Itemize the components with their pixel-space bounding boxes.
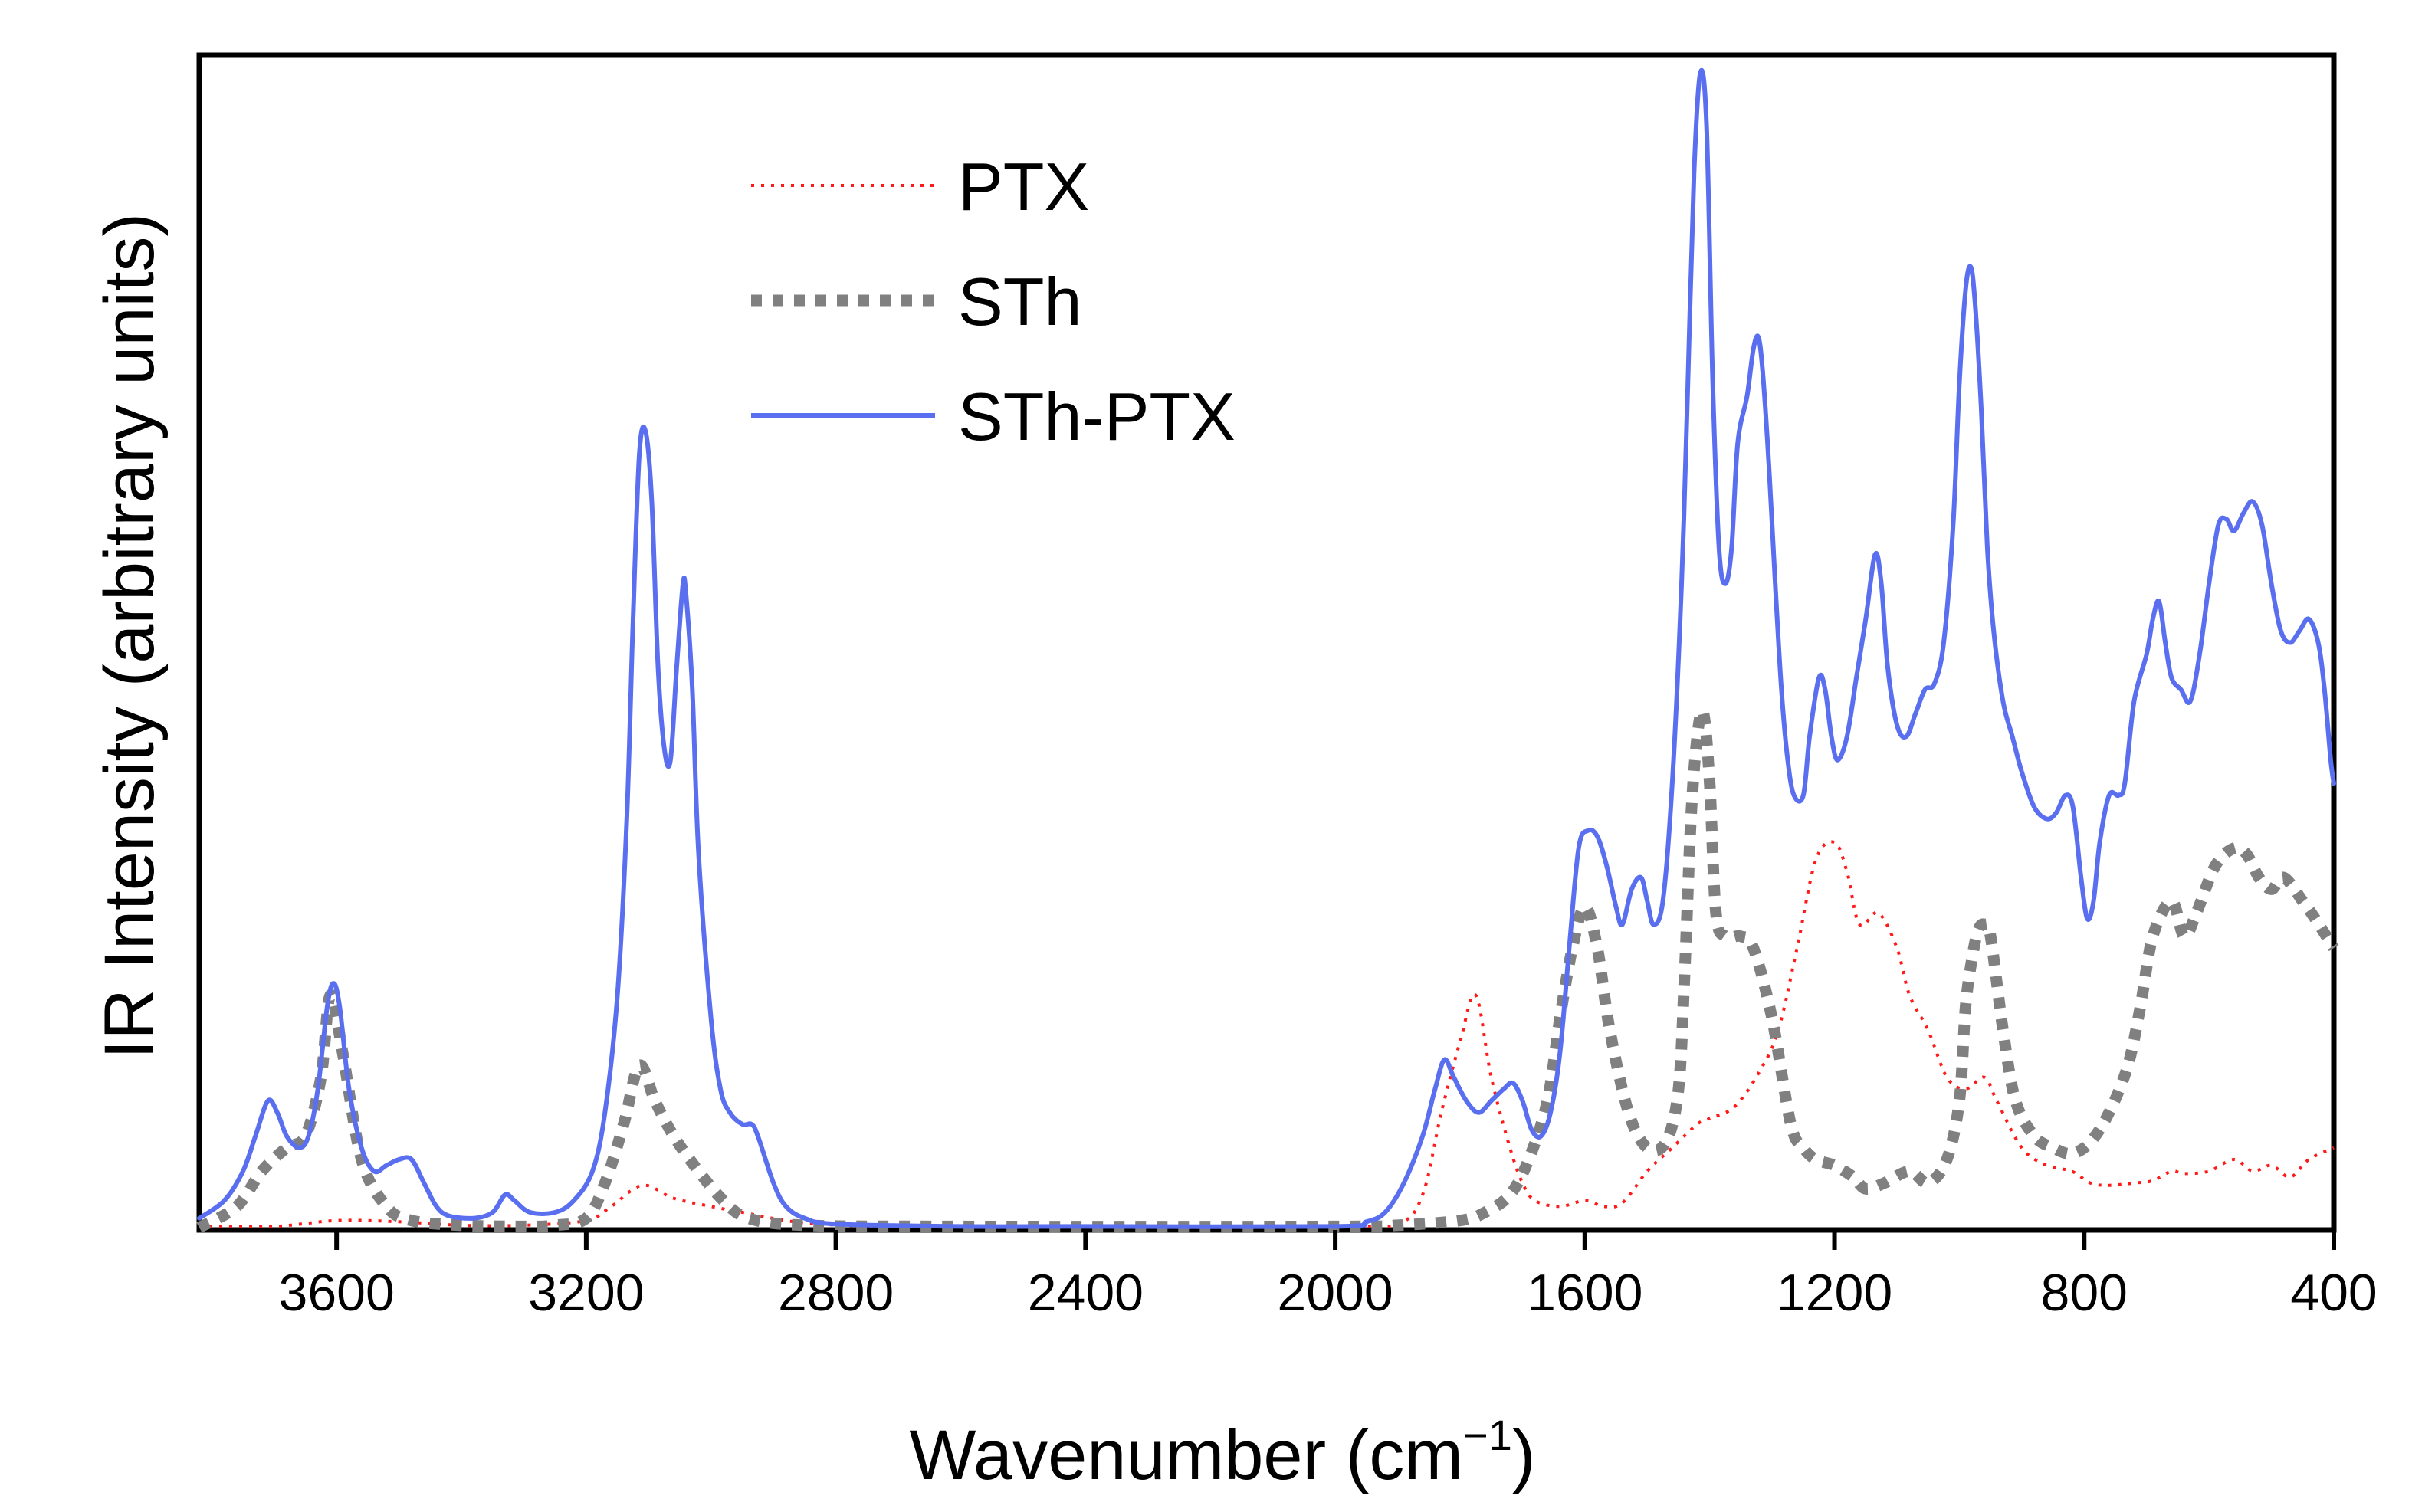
- legend-label-sth-ptx: STh-PTX: [958, 379, 1236, 454]
- series-line-sth-ptx: [197, 67, 2336, 1229]
- series-line-ptx: [199, 840, 2335, 1229]
- legend: PTX STh STh-PTX: [751, 149, 1236, 454]
- x-tick-label: 2800: [778, 1264, 894, 1322]
- x-tick-label: 2000: [1277, 1264, 1393, 1322]
- x-tick-label: 2400: [1028, 1264, 1144, 1322]
- plot-frame: [196, 52, 2337, 1233]
- x-tick-label: 3600: [279, 1264, 395, 1322]
- x-tick-label: 1200: [1777, 1264, 1892, 1322]
- x-axis: 3600 3200 2800 2400 2000 1600 1200 800 400: [279, 1230, 2378, 1322]
- x-tick-label: 1600: [1527, 1264, 1642, 1322]
- x-tick-label: 800: [2041, 1264, 2128, 1322]
- series-layer: [196, 67, 2339, 1233]
- x-tick-label: 3200: [528, 1264, 644, 1322]
- x-axis-title: Wavenumber (cm−1): [909, 1411, 1535, 1494]
- legend-label-sth: STh: [958, 264, 1081, 339]
- series-line-sth: [196, 705, 2339, 1233]
- x-tick-label: 400: [2290, 1264, 2377, 1322]
- y-axis-title: IR Intensity (arbitrary units): [90, 213, 169, 1059]
- legend-label-ptx: PTX: [958, 149, 1089, 225]
